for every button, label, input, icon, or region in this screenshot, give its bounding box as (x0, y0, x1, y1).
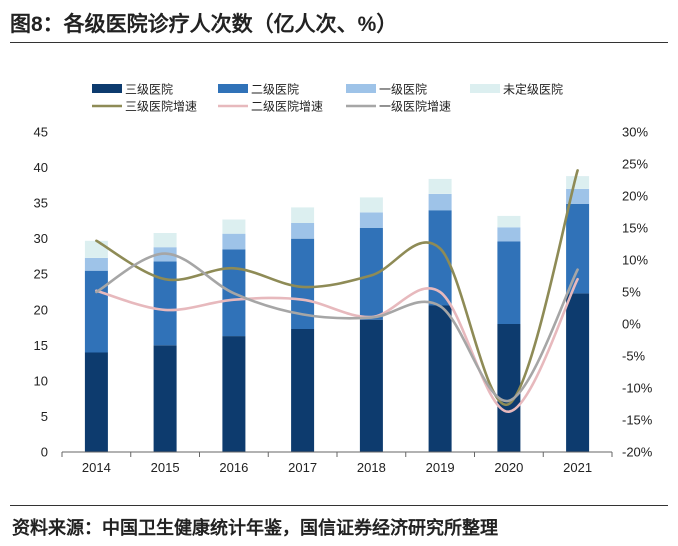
x-tick-label: 2014 (82, 460, 111, 475)
left-tick-label: 40 (34, 160, 48, 175)
x-tick-label: 2020 (494, 460, 523, 475)
right-tick-label: 0% (622, 317, 641, 332)
bar-未定级医院-2017 (291, 207, 315, 223)
x-tick-label: 2015 (151, 460, 180, 475)
left-tick-label: 15 (34, 338, 48, 353)
legend-label-一级医院增速: 一级医院增速 (379, 100, 451, 114)
bar-未定级医院-2018 (359, 197, 383, 213)
bar-二级医院-2019 (428, 210, 452, 306)
bar-未定级医院-2016 (222, 219, 246, 234)
bar-二级医院-2018 (359, 228, 383, 320)
bar-一级医院-2016 (222, 233, 246, 250)
legend-label-未定级医院: 未定级医院 (503, 82, 563, 97)
source-note: 资料来源：中国卫生健康统计年鉴，国信证券经济研究所整理 (12, 518, 498, 538)
legend-swatch-未定级医院 (470, 84, 500, 93)
x-tick-label: 2017 (288, 460, 317, 475)
legend-label-一级医院: 一级医院 (379, 83, 427, 97)
figure-title: 图8：各级医院诊疗人次数（亿人次、%） (10, 13, 398, 36)
bar-一级医院-2019 (428, 193, 452, 211)
right-tick-label: -5% (622, 349, 646, 364)
bar-一级医院-2014 (84, 257, 108, 271)
bar-二级医院-2021 (566, 203, 590, 294)
bar-未定级医院-2015 (153, 233, 177, 248)
bar-未定级医院-2014 (84, 240, 108, 258)
left-tick-label: 35 (34, 196, 48, 211)
x-tick-label: 2016 (219, 460, 248, 475)
axes-layer: 2014 2015 2016 2017 2018 2019 2020 2021 0 5 10 15 20… (34, 125, 653, 476)
left-tick-label: 0 (41, 445, 48, 460)
source-divider (10, 505, 668, 506)
right-tick-label: 10% (622, 253, 648, 268)
bar-二级医院-2014 (84, 270, 108, 353)
bar-一级医院-2018 (359, 212, 383, 228)
legend-swatch-三级医院 (92, 84, 122, 93)
title-divider (10, 42, 668, 43)
legend-label-二级医院增速: 二级医院增速 (251, 100, 323, 114)
legend-label-三级医院: 三级医院 (125, 83, 173, 97)
left-tick-label: 25 (34, 267, 48, 282)
bar-三级医院-2018 (359, 319, 383, 452)
lines-layer (95, 169, 579, 414)
right-tick-label: -20% (622, 445, 653, 460)
bar-三级医院-2016 (222, 336, 246, 452)
bar-二级医院-2015 (153, 261, 177, 346)
bar-三级医院-2014 (84, 352, 108, 452)
right-tick-label: -15% (622, 413, 653, 428)
bar-三级医院-2017 (291, 329, 315, 452)
bars-layer (84, 176, 590, 452)
bar-三级医院-2019 (428, 305, 452, 452)
bar-二级医院-2020 (497, 241, 521, 324)
bar-未定级医院-2021 (566, 176, 590, 189)
left-tick-label: 45 (34, 125, 48, 140)
bar-二级医院-2017 (291, 238, 315, 329)
bar-三级医院-2021 (566, 293, 590, 452)
legend-swatch-二级医院 (218, 84, 248, 93)
right-tick-label: 30% (622, 125, 648, 140)
x-tick-label: 2021 (563, 460, 592, 475)
left-tick-label: 5 (41, 409, 48, 424)
right-tick-label: 15% (622, 221, 648, 236)
right-tick-label: 5% (622, 285, 641, 300)
legend-label-二级医院: 二级医院 (251, 83, 299, 97)
legend-label-三级医院增速: 三级医院增速 (125, 100, 197, 114)
left-tick-label: 30 (34, 231, 48, 246)
bar-未定级医院-2019 (428, 178, 452, 194)
right-tick-label: 25% (622, 157, 648, 172)
left-tick-label: 10 (34, 373, 48, 388)
x-tick-label: 2018 (357, 460, 386, 475)
x-tick-label: 2019 (426, 460, 455, 475)
left-tick-label: 20 (34, 302, 48, 317)
right-tick-label: 20% (622, 189, 648, 204)
legend-swatch-一级医院 (346, 84, 376, 93)
right-tick-label: -10% (622, 381, 653, 396)
line-一级医院增速 (95, 252, 579, 403)
bar-三级医院-2020 (497, 324, 521, 452)
bar-一级医院-2020 (497, 227, 521, 242)
bar-未定级医院-2020 (497, 215, 521, 228)
bar-三级医院-2015 (153, 345, 177, 452)
bar-一级医院-2017 (291, 223, 315, 239)
